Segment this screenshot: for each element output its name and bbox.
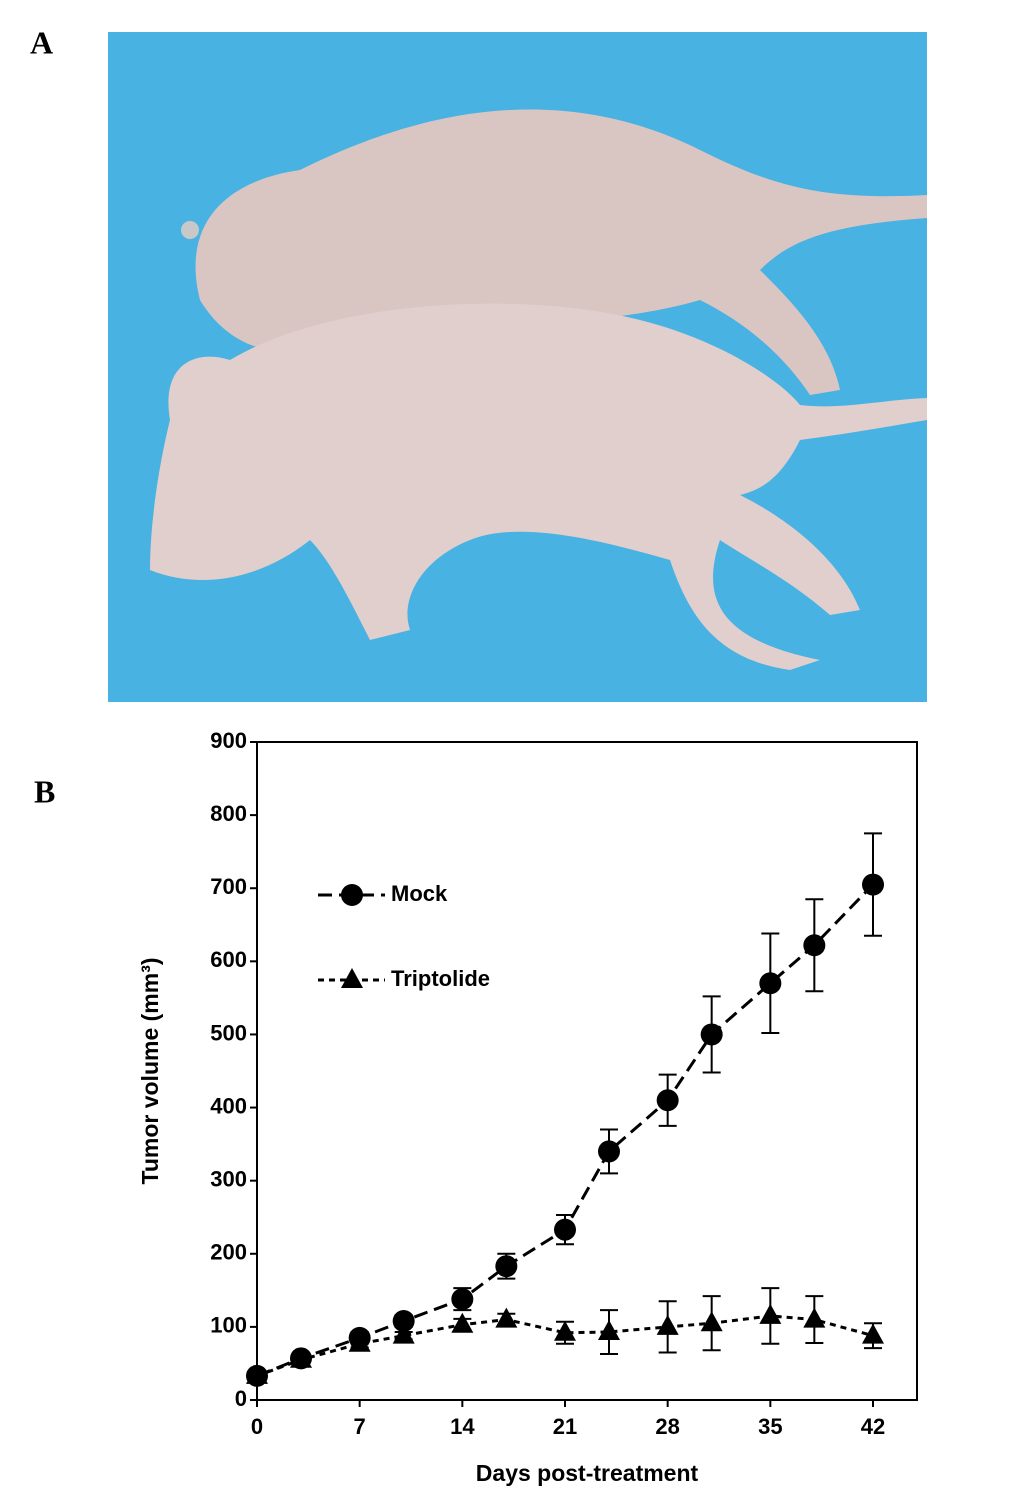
data-point [246, 1363, 268, 1384]
data-point [656, 1314, 679, 1335]
y-tick-label: 700 [210, 874, 247, 899]
data-point [451, 1288, 474, 1311]
legend-marker [341, 968, 363, 988]
x-tick-label: 35 [758, 1414, 782, 1439]
data-point [700, 1023, 723, 1046]
data-point [700, 1311, 723, 1332]
y-tick-label: 100 [210, 1313, 247, 1338]
legend-label: Mock [391, 881, 448, 906]
legend-marker [341, 884, 363, 906]
x-tick-label: 21 [553, 1414, 577, 1439]
x-tick-label: 28 [655, 1414, 679, 1439]
data-point [554, 1218, 576, 1241]
panel-label: A [30, 24, 53, 60]
y-tick-label: 0 [235, 1386, 247, 1411]
data-point [656, 1089, 679, 1112]
x-tick-label: 42 [861, 1414, 885, 1439]
data-point [803, 934, 826, 957]
x-tick-label: 14 [450, 1414, 475, 1439]
data-point [554, 1320, 576, 1341]
y-tick-label: 900 [210, 728, 247, 753]
data-point [759, 972, 782, 995]
data-point [598, 1140, 620, 1163]
y-tick-label: 200 [210, 1240, 247, 1265]
data-point [803, 1307, 826, 1328]
data-point [451, 1312, 474, 1333]
data-point [862, 873, 884, 896]
y-tick-label: 400 [210, 1093, 247, 1118]
photo [108, 32, 928, 702]
y-tick-label: 500 [210, 1020, 247, 1045]
y-tick-label: 800 [210, 801, 247, 826]
x-axis-label: Days post-treatment [476, 1460, 699, 1486]
data-point [495, 1255, 518, 1278]
data-point [598, 1320, 620, 1341]
y-axis-label: Tumor volume (mm³) [137, 957, 163, 1184]
y-tick-label: 300 [210, 1166, 247, 1191]
legend-label: Triptolide [391, 966, 490, 991]
data-point [348, 1331, 371, 1352]
data-point [392, 1323, 415, 1344]
data-point [759, 1303, 782, 1324]
data-point [290, 1347, 312, 1368]
x-tick-label: 7 [354, 1414, 366, 1439]
series-line [256, 883, 875, 1378]
data-point [392, 1310, 415, 1333]
plot-frame [256, 741, 918, 1401]
x-tick-label: 0 [251, 1414, 263, 1439]
y-tick-label: 600 [210, 947, 247, 972]
data-point [495, 1307, 518, 1328]
data-point [862, 1323, 884, 1344]
panel-label: B [34, 773, 55, 809]
